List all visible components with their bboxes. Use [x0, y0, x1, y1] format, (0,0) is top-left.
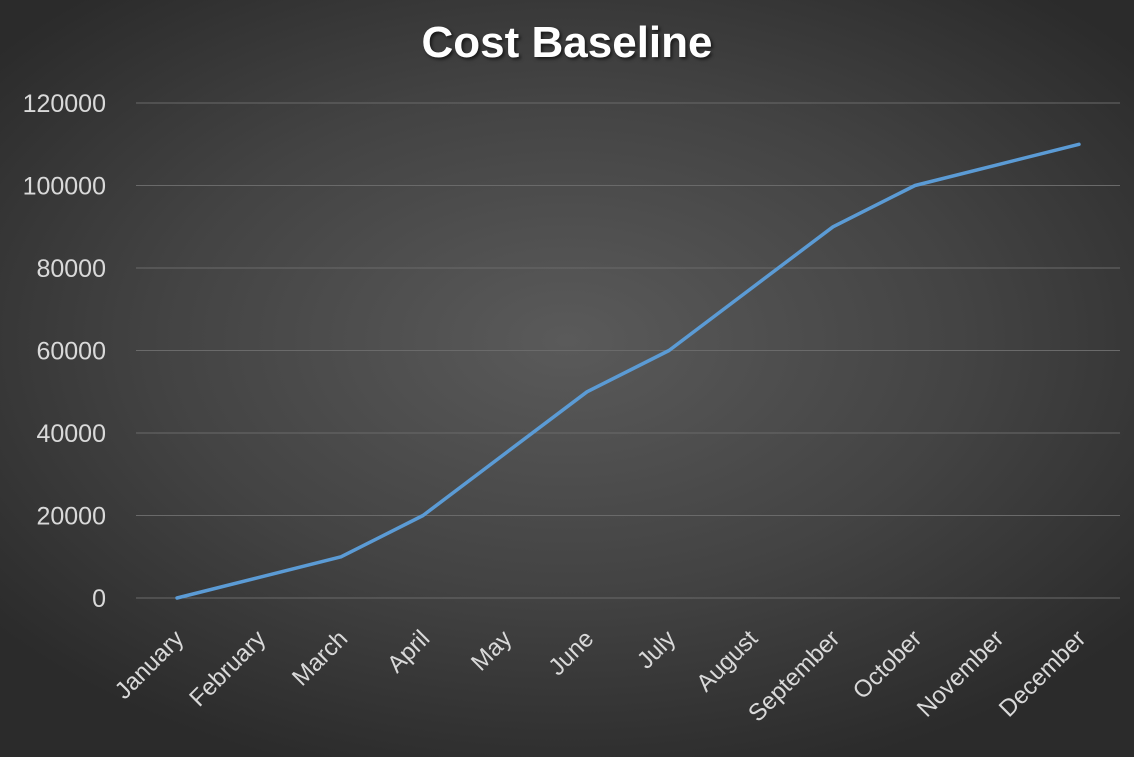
x-tick-label-october: October — [848, 625, 927, 704]
y-tick-label: 40000 — [36, 420, 106, 448]
x-tick-label-december: December — [994, 625, 1091, 722]
x-tick-label-july: July — [632, 625, 681, 674]
gridlines — [136, 102, 1120, 599]
y-tick-label: 100000 — [23, 173, 106, 201]
y-axis-ticks: 0 20000 40000 60000 80000 100000 120000 — [23, 90, 106, 613]
y-tick-label: 20000 — [36, 503, 106, 531]
y-tick-label: 0 — [92, 585, 106, 613]
x-tick-label-april: April — [382, 625, 435, 678]
x-tick-label-may: May — [466, 625, 517, 676]
series-layer — [175, 142, 1081, 600]
x-tick-label-january: January — [110, 625, 189, 704]
x-tick-label-november: November — [912, 625, 1009, 722]
y-tick-label: 120000 — [23, 90, 106, 118]
x-tick-label-february: February — [184, 625, 271, 712]
x-tick-label-march: March — [287, 625, 353, 691]
x-tick-label-august: August — [691, 625, 763, 697]
series-line-0 — [175, 142, 1081, 600]
y-tick-label: 80000 — [36, 255, 106, 283]
x-tick-label-june: June — [543, 625, 599, 681]
chart-title: Cost Baseline — [421, 18, 713, 67]
y-tick-label: 60000 — [36, 338, 106, 366]
